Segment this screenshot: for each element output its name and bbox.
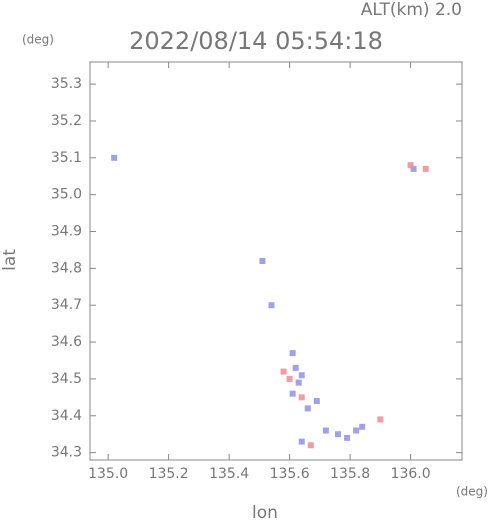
y-axis-label: lat xyxy=(0,249,20,271)
echo-point xyxy=(298,372,305,379)
y-tick-label: 35.3 xyxy=(51,76,82,92)
x-tick-label: 135.0 xyxy=(88,466,128,482)
echo-point xyxy=(111,154,118,161)
echo-point xyxy=(259,258,266,264)
echo-point xyxy=(322,427,329,434)
y-tick-label: 34.6 xyxy=(51,334,82,350)
y-tick-label: 35.0 xyxy=(51,187,82,203)
echo-point xyxy=(344,434,351,441)
x-tick-label: 135.8 xyxy=(330,466,370,482)
x-tick-label: 135.2 xyxy=(149,466,189,482)
y-tick-label: 34.3 xyxy=(51,445,82,461)
echo-point xyxy=(377,416,384,423)
echo-point xyxy=(410,165,417,172)
echo-point xyxy=(295,379,302,386)
y-tick-label: 34.4 xyxy=(51,408,82,424)
echo-point xyxy=(407,162,414,169)
y-tick-label: 34.9 xyxy=(51,224,82,240)
y-tick-label: 35.2 xyxy=(51,113,82,129)
echo-point xyxy=(353,427,360,434)
y-tick-label: 34.7 xyxy=(51,297,82,313)
echo-point xyxy=(304,405,311,412)
echo-point xyxy=(289,390,296,397)
echo-point xyxy=(268,302,275,309)
y-unit: (deg) xyxy=(22,33,54,47)
x-tick-label: 135.6 xyxy=(270,466,310,482)
x-unit: (deg) xyxy=(456,485,488,499)
y-tick-label: 34.5 xyxy=(51,371,82,387)
x-axis-label: lon xyxy=(252,503,278,521)
chart-title: 2022/08/14 05:54:18 xyxy=(129,27,383,55)
echo-point xyxy=(313,398,320,405)
echo-point xyxy=(422,165,429,172)
altitude-label: ALT(km) 2.0 xyxy=(361,0,462,20)
echo-point xyxy=(292,364,299,371)
echo-point xyxy=(286,375,293,382)
echo-point xyxy=(280,368,287,375)
echo-point xyxy=(335,431,341,438)
x-tick-label: 136.0 xyxy=(391,466,431,482)
echo-point xyxy=(289,350,296,357)
y-tick-label: 34.8 xyxy=(51,260,82,276)
y-tick-label: 35.1 xyxy=(51,150,82,166)
echo-point xyxy=(359,423,366,430)
echo-point xyxy=(307,442,314,449)
plot-frame xyxy=(89,61,463,461)
x-tick-label: 135.4 xyxy=(209,466,249,482)
echo-point xyxy=(298,394,305,401)
echo-point xyxy=(298,438,305,445)
